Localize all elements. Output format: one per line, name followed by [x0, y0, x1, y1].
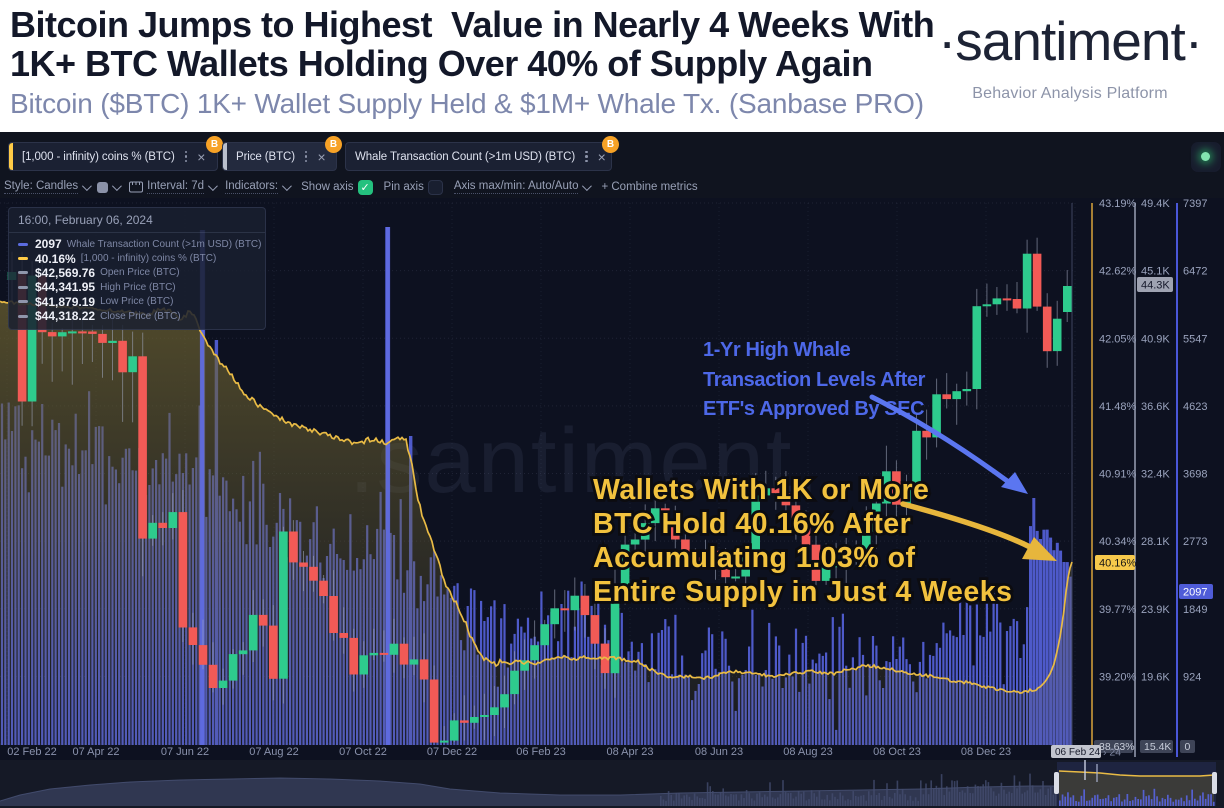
svg-text:1849: 1849: [1183, 604, 1207, 616]
svg-text:Accumulating 1.03% of: Accumulating 1.03% of: [593, 542, 915, 574]
svg-text:ETF's Approved By SEC: ETF's Approved By SEC: [703, 398, 924, 420]
svg-text:08 Jun 23: 08 Jun 23: [695, 746, 743, 758]
svg-text:40.16%: 40.16%: [1099, 558, 1137, 570]
svg-text:08 Aug 23: 08 Aug 23: [783, 746, 833, 758]
svg-text:.santiment.: .santiment.: [349, 410, 821, 512]
svg-text:6472: 6472: [1183, 266, 1207, 278]
svg-text:42.05%: 42.05%: [1099, 333, 1137, 345]
svg-text:07 Apr 22: 07 Apr 22: [72, 746, 119, 758]
svg-text:› 24: › 24: [1103, 747, 1121, 759]
svg-text:32.4K: 32.4K: [1141, 469, 1170, 481]
svg-text:40.91%: 40.91%: [1099, 469, 1137, 481]
svg-text:4623: 4623: [1183, 401, 1207, 413]
svg-text:23.9K: 23.9K: [1141, 604, 1170, 616]
svg-text:07 Dec 22: 07 Dec 22: [427, 746, 477, 758]
svg-text:1-Yr High Whale: 1-Yr High Whale: [703, 339, 851, 361]
svg-text:36.6K: 36.6K: [1141, 401, 1170, 413]
svg-text:BTC Hold 40.16% After: BTC Hold 40.16% After: [593, 508, 911, 540]
svg-text:45.1K: 45.1K: [1141, 266, 1170, 278]
svg-text:2097: 2097: [1183, 587, 1207, 599]
svg-text:43.19%: 43.19%: [1099, 198, 1137, 210]
svg-text:2773: 2773: [1183, 536, 1207, 548]
svg-text:19.6K: 19.6K: [1141, 671, 1170, 683]
svg-text:0: 0: [1185, 741, 1191, 753]
svg-text:42.62%: 42.62%: [1099, 266, 1137, 278]
svg-text:5547: 5547: [1183, 333, 1207, 345]
svg-text:40.9K: 40.9K: [1141, 333, 1170, 345]
svg-text:06 Feb 23: 06 Feb 23: [516, 746, 566, 758]
svg-text:Wallets With 1K or More: Wallets With 1K or More: [593, 474, 929, 506]
svg-text:7397: 7397: [1183, 198, 1207, 210]
svg-text:44.3K: 44.3K: [1141, 280, 1170, 292]
svg-text:08 Apr 23: 08 Apr 23: [606, 746, 653, 758]
svg-text:3698: 3698: [1183, 469, 1207, 481]
svg-text:Transaction Levels After: Transaction Levels After: [703, 369, 926, 391]
svg-text:924: 924: [1183, 671, 1201, 683]
svg-text:41.48%: 41.48%: [1099, 401, 1137, 413]
svg-text:49.4K: 49.4K: [1141, 198, 1170, 210]
svg-text:Entire Supply in Just 4 Weeks: Entire Supply in Just 4 Weeks: [593, 576, 1012, 608]
svg-text:08 Oct 23: 08 Oct 23: [873, 746, 921, 758]
svg-text:39.20%: 39.20%: [1099, 671, 1137, 683]
svg-text:28.1K: 28.1K: [1141, 536, 1170, 548]
svg-text:40.34%: 40.34%: [1099, 536, 1137, 548]
svg-text:07 Aug 22: 07 Aug 22: [249, 746, 299, 758]
svg-text:08 Dec 23: 08 Dec 23: [961, 746, 1011, 758]
svg-text:07 Jun 22: 07 Jun 22: [161, 746, 209, 758]
svg-text:38.63%: 38.63%: [1099, 741, 1135, 753]
svg-text:02 Feb 22: 02 Feb 22: [7, 746, 57, 758]
svg-text:06 Feb 24: 06 Feb 24: [1055, 747, 1100, 758]
svg-text:15.4K: 15.4K: [1144, 741, 1171, 753]
svg-text:07 Oct 22: 07 Oct 22: [339, 746, 387, 758]
svg-text:39.77%: 39.77%: [1099, 604, 1137, 616]
